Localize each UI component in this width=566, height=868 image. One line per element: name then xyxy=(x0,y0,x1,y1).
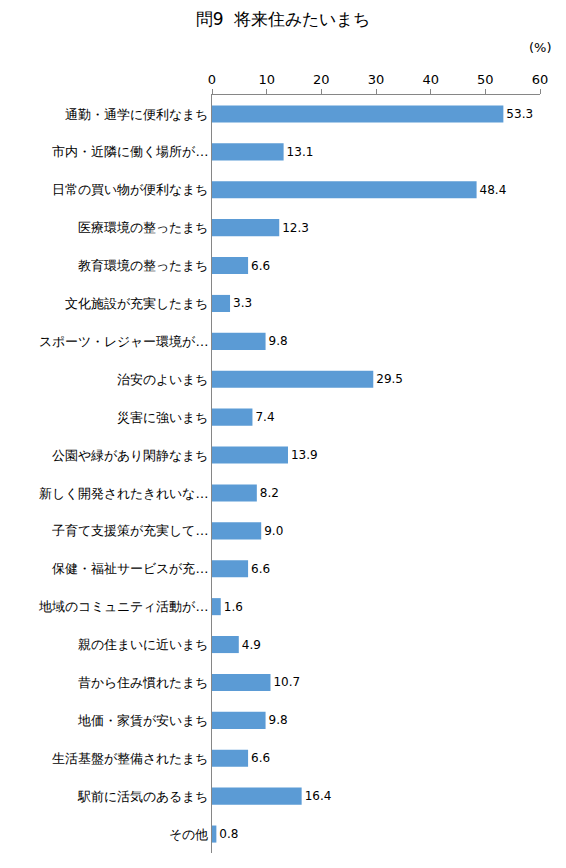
svg-text:医療環境の整ったまち: 医療環境の整ったまち xyxy=(78,220,208,235)
svg-text:地価・家賃が安いまち: 地価・家賃が安いまち xyxy=(77,713,208,728)
svg-text:60: 60 xyxy=(532,72,549,87)
svg-text:48.4: 48.4 xyxy=(480,183,507,197)
svg-text:10.7: 10.7 xyxy=(273,675,300,689)
svg-text:8.2: 8.2 xyxy=(260,486,279,500)
svg-text:13.9: 13.9 xyxy=(291,448,318,462)
svg-text:文化施設が充実したまち: 文化施設が充実したまち xyxy=(65,296,208,311)
svg-text:13.1: 13.1 xyxy=(287,145,314,159)
svg-text:(%): (%) xyxy=(529,40,552,55)
svg-text:16.4: 16.4 xyxy=(305,789,332,803)
svg-text:通勤・通学に便利なまち: 通勤・通学に便利なまち xyxy=(65,107,208,122)
svg-text:29.5: 29.5 xyxy=(376,372,403,386)
svg-text:教育環境の整ったまち: 教育環境の整ったまち xyxy=(78,258,208,273)
svg-text:日常の買い物が便利なまち: 日常の買い物が便利なまち xyxy=(52,182,208,197)
svg-text:生活基盤が整備されたまち: 生活基盤が整備されたまち xyxy=(52,751,208,766)
svg-text:4.9: 4.9 xyxy=(242,638,261,652)
svg-text:治安のよいまち: 治安のよいまち xyxy=(117,372,208,387)
svg-text:問9 将来住みたいまち: 問9 将来住みたいまち xyxy=(196,9,371,29)
svg-text:40: 40 xyxy=(422,72,439,87)
svg-text:10: 10 xyxy=(258,72,275,87)
svg-text:1.6: 1.6 xyxy=(224,600,243,614)
svg-text:9.0: 9.0 xyxy=(264,524,283,538)
svg-text:0.8: 0.8 xyxy=(219,827,238,841)
svg-text:6.6: 6.6 xyxy=(251,751,270,765)
svg-text:地域のコミュニティ活動が…: 地域のコミュニティ活動が… xyxy=(38,599,208,614)
svg-text:0: 0 xyxy=(208,72,216,87)
svg-text:12.3: 12.3 xyxy=(282,221,309,235)
svg-text:20: 20 xyxy=(313,72,330,87)
svg-text:子育て支援策が充実して…: 子育て支援策が充実して… xyxy=(52,523,208,538)
svg-text:その他: その他 xyxy=(169,827,208,842)
svg-text:新しく開発されたきれいな…: 新しく開発されたきれいな… xyxy=(39,486,208,501)
svg-text:50: 50 xyxy=(477,72,494,87)
svg-text:7.4: 7.4 xyxy=(255,410,274,424)
svg-text:昔から住み慣れたまち: 昔から住み慣れたまち xyxy=(78,675,208,690)
svg-text:53.3: 53.3 xyxy=(506,107,533,121)
svg-text:9.8: 9.8 xyxy=(269,334,288,348)
svg-text:災害に強いまち: 災害に強いまち xyxy=(117,410,208,425)
svg-text:6.6: 6.6 xyxy=(251,562,270,576)
svg-text:市内・近隣に働く場所が…: 市内・近隣に働く場所が… xyxy=(52,144,208,159)
svg-text:9.8: 9.8 xyxy=(269,713,288,727)
svg-text:6.6: 6.6 xyxy=(251,259,270,273)
svg-text:保健・福祉サービスが充…: 保健・福祉サービスが充… xyxy=(52,561,208,576)
svg-text:スポーツ・レジャー環境が…: スポーツ・レジャー環境が… xyxy=(39,334,208,349)
svg-text:30: 30 xyxy=(368,72,385,87)
svg-text:親の住まいに近いまち: 親の住まいに近いまち xyxy=(78,637,208,652)
svg-text:3.3: 3.3 xyxy=(233,296,252,310)
svg-text:駅前に活気のあるまち: 駅前に活気のあるまち xyxy=(77,789,208,804)
svg-text:公園や緑があり閑静なまち: 公園や緑があり閑静なまち xyxy=(52,448,208,463)
